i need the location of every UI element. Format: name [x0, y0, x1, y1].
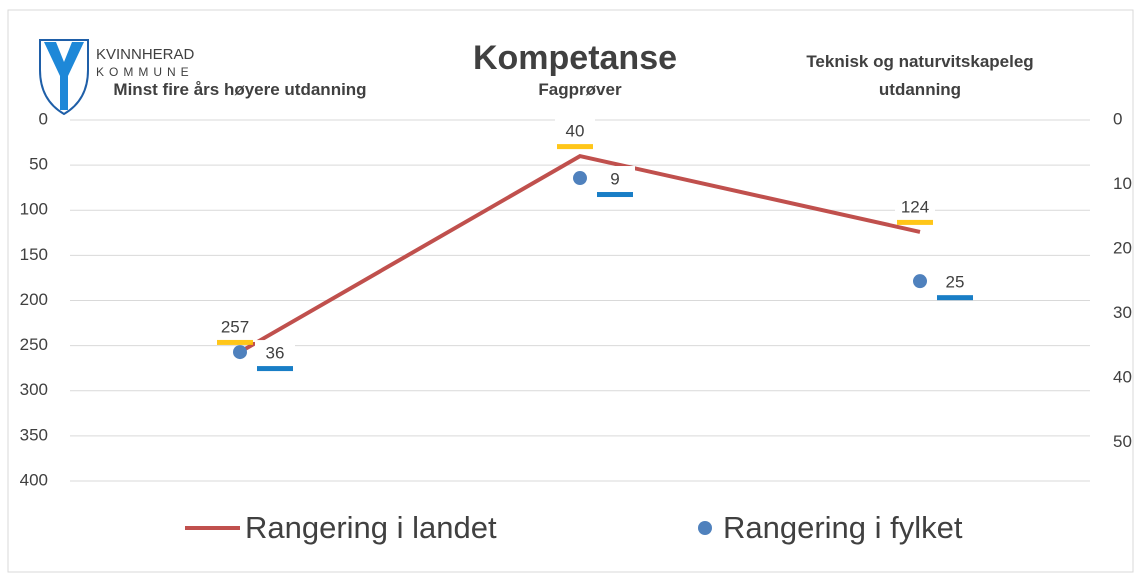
legend-label: Rangering i fylket — [723, 510, 963, 545]
x-tick-label: Teknisk og naturvitskapeleg utdanning — [806, 52, 1034, 99]
logo-name: KVINNHERAD — [96, 46, 195, 63]
line — [239, 153, 921, 354]
y2-tick-label: 30 — [1113, 303, 1132, 322]
data-label-box — [935, 269, 975, 298]
data-label-box — [595, 166, 635, 195]
data-label-shadow — [257, 366, 293, 372]
data-label-box — [555, 118, 595, 147]
data-label-shadow — [557, 144, 593, 150]
data-label-shadow — [937, 295, 973, 301]
point — [913, 274, 927, 289]
data-label: 36 — [266, 344, 285, 363]
data-label: 25 — [946, 273, 965, 292]
y-tick-label: 150 — [20, 245, 48, 264]
y-tick-label: 400 — [20, 470, 48, 489]
point — [233, 345, 247, 360]
y2-tick-label: 50 — [1113, 432, 1132, 451]
y2-tick-label: 40 — [1113, 367, 1132, 386]
x-tick-label: Minst fire års høyere utdanning — [113, 80, 367, 99]
x-tick-label: Fagprøver — [538, 80, 622, 99]
chart-title: Kompetanse — [473, 39, 677, 77]
legend-marker — [698, 521, 712, 535]
legend-label: Rangering i landet — [245, 510, 497, 545]
logo-subtitle: KOMMUNE — [96, 65, 194, 79]
y-tick-label: 100 — [20, 200, 48, 219]
y-tick-label: 350 — [20, 425, 48, 444]
logo-icon — [39, 39, 89, 116]
y2-tick-label: 20 — [1113, 238, 1132, 257]
data-label-box — [255, 340, 295, 369]
data-label-box — [215, 313, 255, 342]
y-tick-label: 0 — [39, 109, 48, 128]
chart-border — [7, 9, 1134, 573]
y-tick-label: 50 — [29, 155, 48, 174]
data-label-shadow — [597, 192, 633, 198]
point — [573, 171, 587, 186]
data-label: 257 — [221, 317, 249, 336]
data-label-box — [895, 193, 935, 222]
y2-tick-label: 0 — [1113, 109, 1122, 128]
data-label: 40 — [566, 122, 585, 141]
y-tick-label: 250 — [20, 335, 48, 354]
data-label: 9 — [610, 170, 619, 189]
data-label-shadow — [217, 339, 253, 345]
data-label: 124 — [901, 197, 929, 216]
data-label-shadow — [897, 219, 933, 225]
y2-tick-label: 10 — [1113, 174, 1132, 193]
y-tick-label: 300 — [20, 380, 48, 399]
y-tick-label: 200 — [20, 290, 48, 309]
